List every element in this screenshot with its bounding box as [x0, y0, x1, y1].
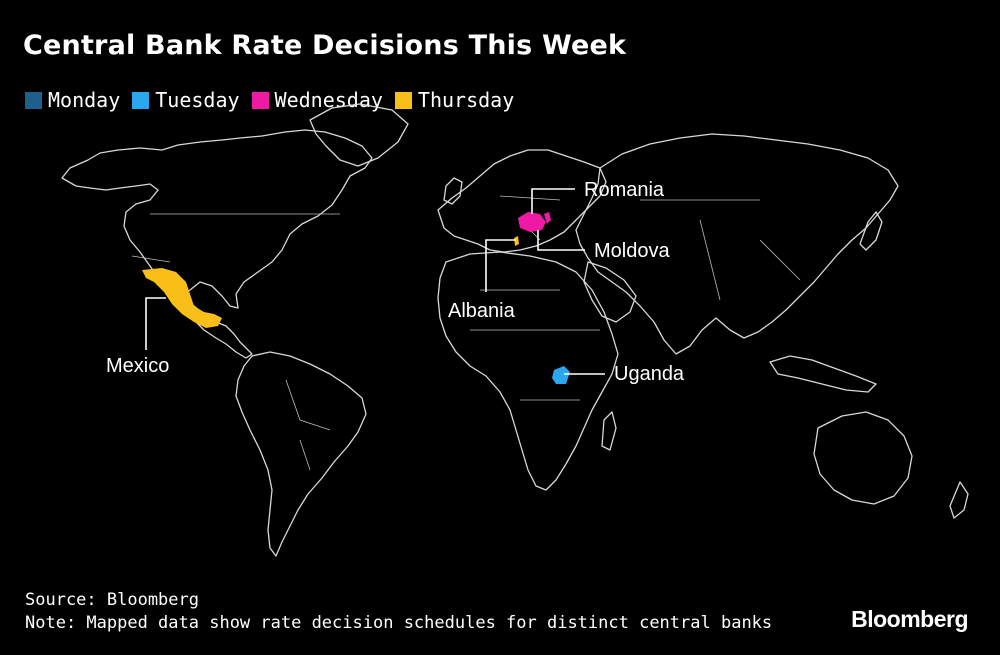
legend-item-monday: Monday: [25, 88, 120, 112]
label-albania: Albania: [448, 300, 516, 322]
se-asia-islands-outline: [769, 355, 877, 393]
legend-label-monday: Monday: [48, 88, 121, 112]
note-text: Note: Mapped data show rate decision sch…: [25, 613, 773, 633]
japan-outline: [859, 211, 883, 251]
moldova-leader: [537, 230, 585, 251]
legend-swatch-wednesday: [251, 91, 269, 109]
bloomberg-logo: Bloomberg: [851, 606, 968, 632]
mexico-leader: [145, 297, 166, 350]
footer: Source: Bloomberg Note: Mapped data show…: [25, 589, 772, 635]
mexico-region: [142, 268, 222, 328]
label-mexico: Mexico: [106, 355, 169, 377]
south-america-outline: [235, 351, 367, 557]
legend: Monday Tuesday Wednesday Thursday: [25, 88, 526, 112]
albania-region: [514, 236, 519, 246]
albania-leader: [485, 239, 516, 292]
label-moldova: Moldova: [594, 240, 670, 262]
arabia-outline: [583, 261, 637, 323]
legend-item-tuesday: Tuesday: [132, 88, 240, 112]
uk-outline: [443, 177, 463, 205]
label-romania: Romania: [584, 179, 665, 201]
romania-leader: [531, 188, 575, 214]
legend-item-wednesday: Wednesday: [251, 88, 383, 112]
legend-label-tuesday: Tuesday: [155, 88, 240, 112]
europe-outline: [437, 149, 607, 253]
source-text: Source: Bloomberg: [25, 590, 199, 610]
australia-outline: [813, 411, 913, 505]
romania-region: [518, 212, 546, 232]
label-uganda: Uganda: [614, 363, 685, 385]
moldova-region: [544, 212, 551, 224]
chart-title: Central Bank Rate Decisions This Week: [23, 30, 627, 61]
new-zealand-outline: [949, 481, 969, 519]
asia-outline: [575, 133, 899, 355]
legend-swatch-monday: [25, 91, 42, 109]
uganda-region: [552, 366, 570, 384]
legend-item-thursday: Thursday: [394, 88, 515, 112]
legend-label-wednesday: Wednesday: [274, 88, 383, 112]
madagascar-outline: [601, 411, 617, 451]
legend-swatch-thursday: [394, 91, 412, 109]
africa-outline: [437, 251, 619, 491]
legend-label-thursday: Thursday: [417, 88, 515, 112]
north-america-outline: [61, 129, 373, 309]
greenland-outline: [309, 103, 409, 167]
country-borders: [131, 195, 801, 471]
legend-swatch-tuesday: [132, 91, 150, 109]
